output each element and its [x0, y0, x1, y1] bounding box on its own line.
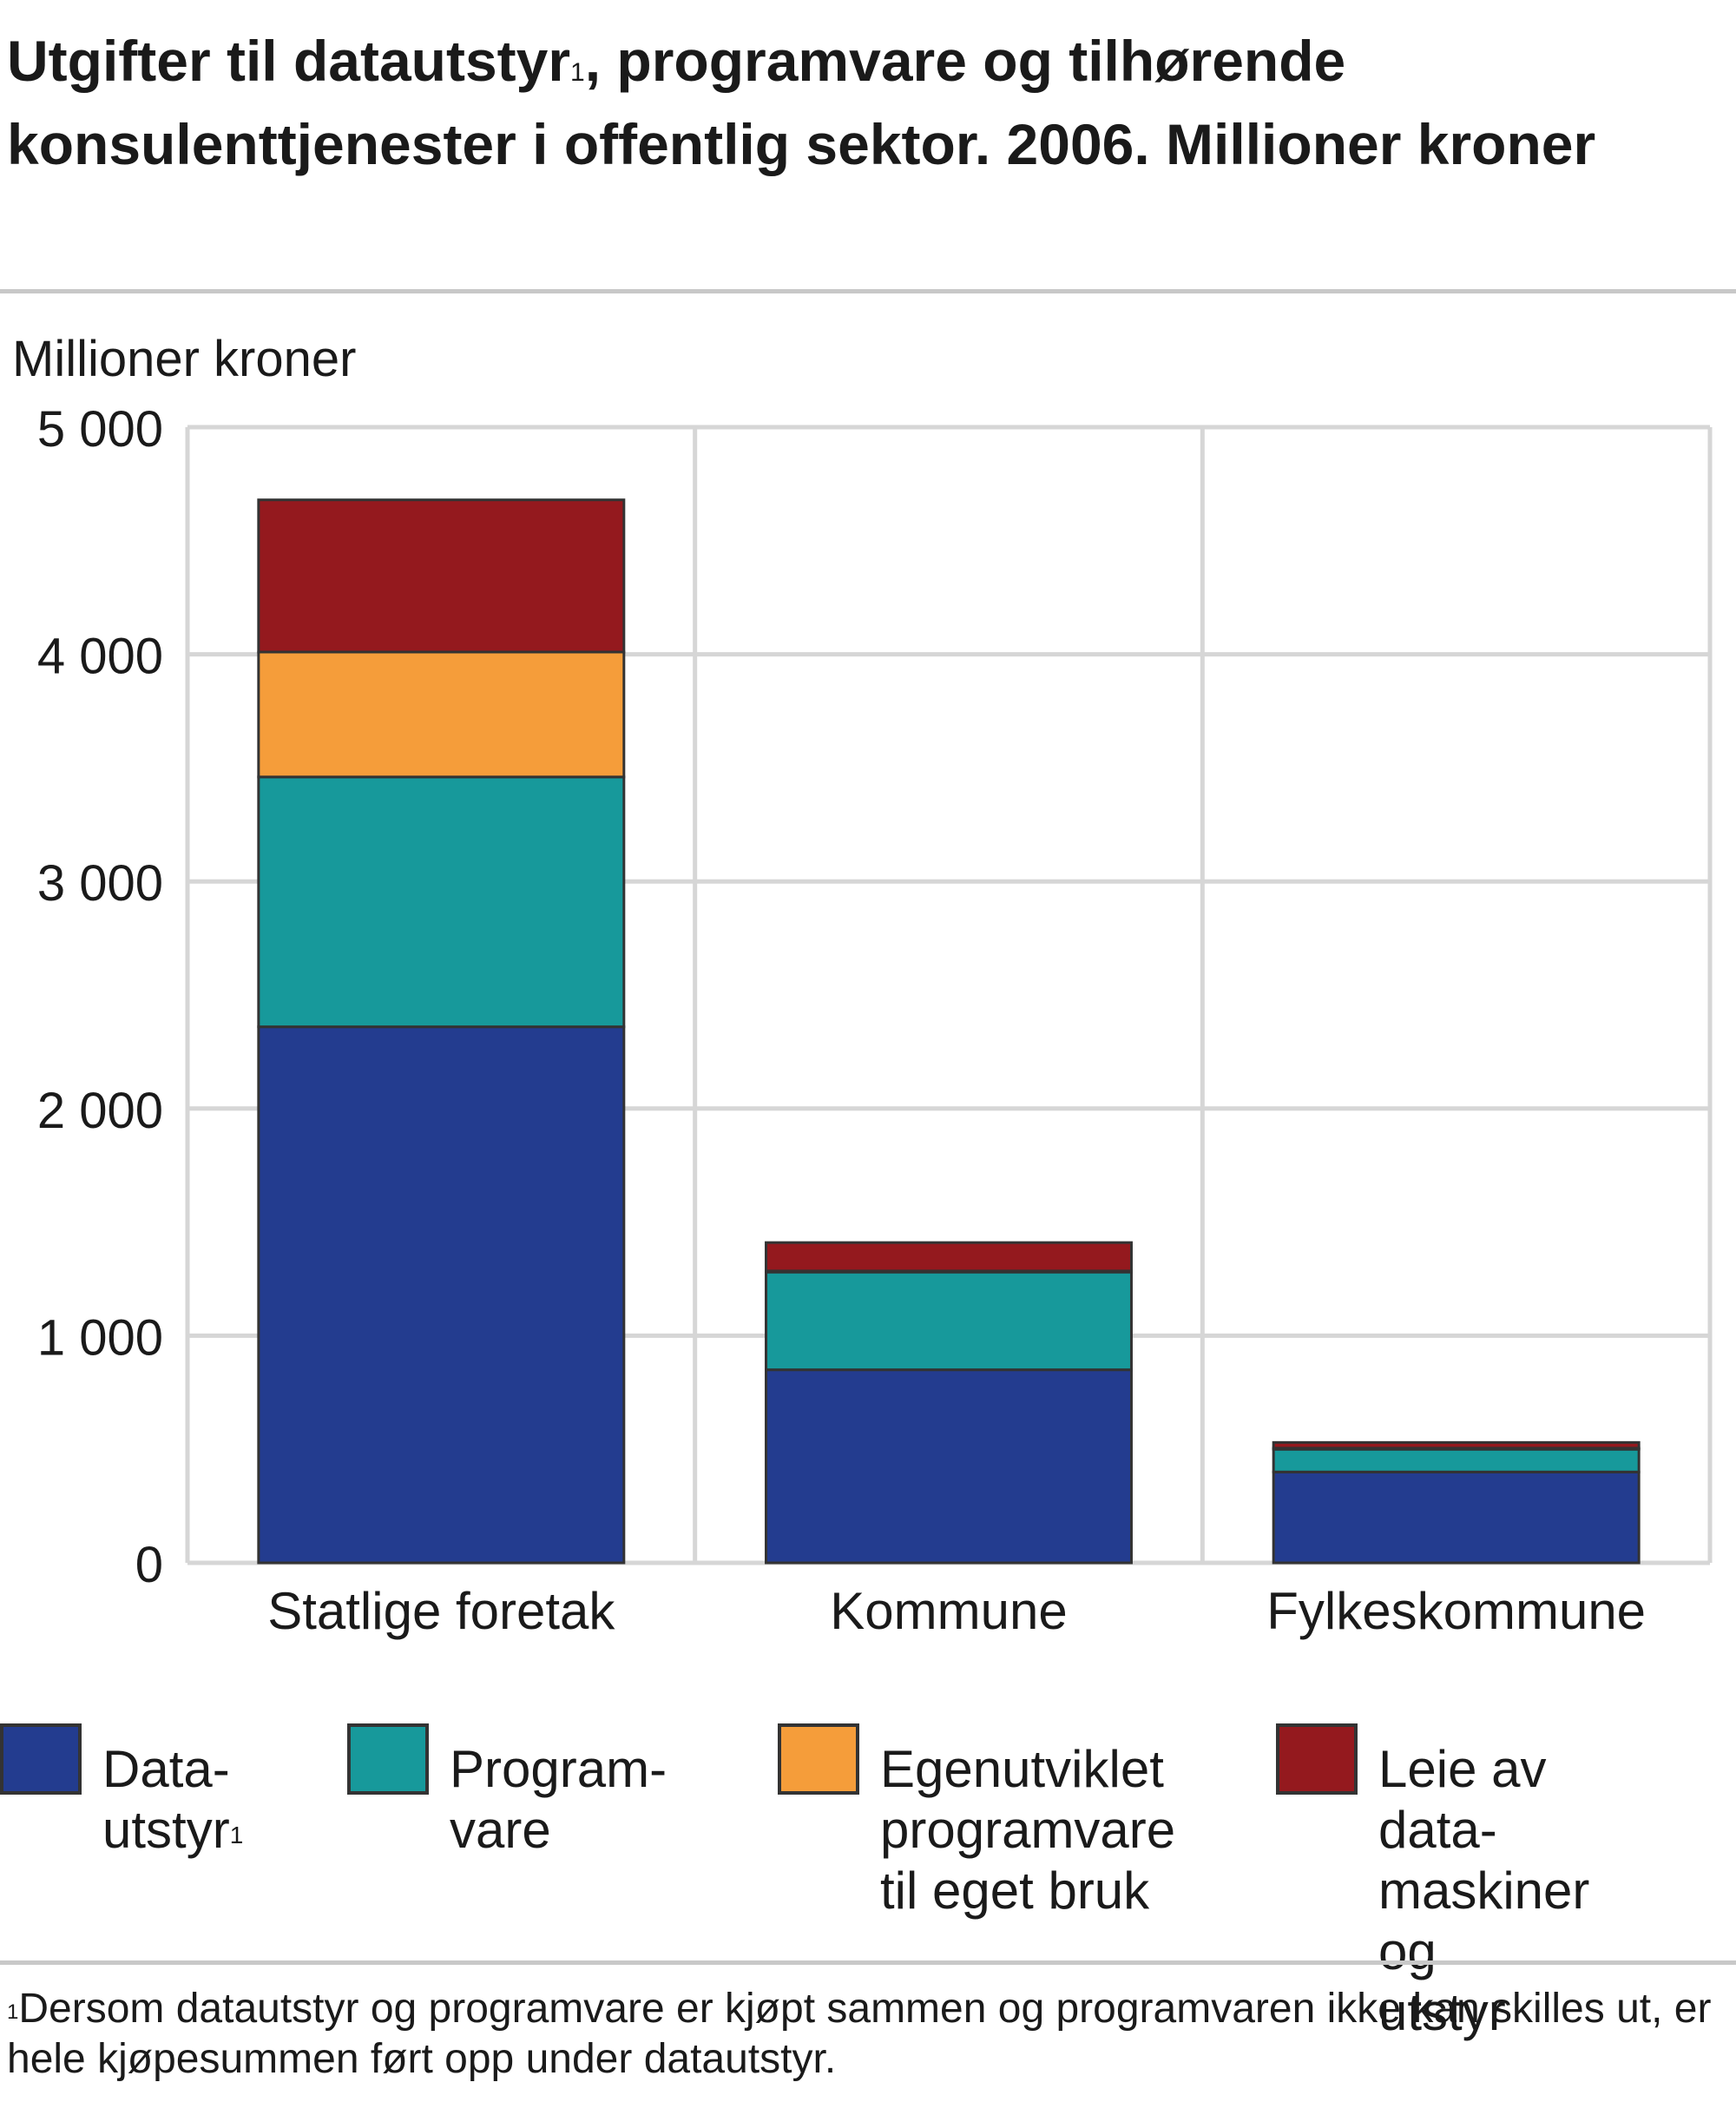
legend-swatch-programvare	[347, 1723, 429, 1795]
y-tick-label: 1 000	[37, 1309, 163, 1366]
legend-label-egenutviklet: Egenutviklet programvare til eget bruk	[880, 1740, 1176, 1920]
legend-label-datautstyr: Data- utstyr1	[102, 1740, 244, 1859]
bar-segment	[257, 498, 626, 654]
bottom-divider	[0, 1960, 1736, 1965]
y-tick-label: 4 000	[37, 629, 163, 685]
top-divider	[0, 289, 1736, 293]
legend-swatch-egenutviklet	[778, 1723, 859, 1795]
legend-swatch-leie	[1276, 1723, 1358, 1795]
y-tick-label: 5 000	[37, 401, 163, 458]
legend-swatch-datautstyr	[0, 1723, 82, 1795]
x-tick-label: Fylkeskommune	[1266, 1582, 1646, 1640]
stacked-bar-chart: 0 1 000 2 000 3 000 4 000 5 000 Statlige foret…	[37, 401, 1713, 1640]
bar-segment	[257, 650, 626, 779]
bar-segment	[1272, 1440, 1641, 1450]
bar-segment	[765, 1241, 1133, 1273]
y-axis-label: Millioner kroner	[12, 331, 357, 387]
bar-segment	[765, 1270, 1133, 1372]
x-tick-label: Statlige foretak	[267, 1582, 615, 1640]
footnote-marker: 1	[7, 2000, 19, 2024]
x-tick-label: Kommune	[830, 1582, 1067, 1640]
legend-label-leie: Leie av data- maskiner og utstyr	[1378, 1740, 1590, 2041]
footnote: 1Dersom datautstyr og programvare er kjø…	[7, 1986, 1712, 2082]
bar-segment	[257, 1025, 626, 1565]
bar-segment	[765, 1368, 1133, 1565]
bar-segment	[1272, 1470, 1641, 1565]
legend: Data- utstyr1 Program- vare Egenutviklet…	[0, 1723, 1736, 2041]
y-tick-label: 0	[135, 1537, 163, 1593]
title-footnote-marker: 1	[570, 58, 585, 87]
bar-segment	[1272, 1447, 1641, 1473]
bar-segment	[257, 775, 626, 1029]
y-tick-label: 2 000	[37, 1083, 163, 1139]
chart-title: Utgifter til datautstyr1, programvare og…	[7, 29, 1596, 176]
y-tick-label: 3 000	[37, 855, 163, 912]
legend-label-programvare: Program- vare	[450, 1740, 667, 1859]
